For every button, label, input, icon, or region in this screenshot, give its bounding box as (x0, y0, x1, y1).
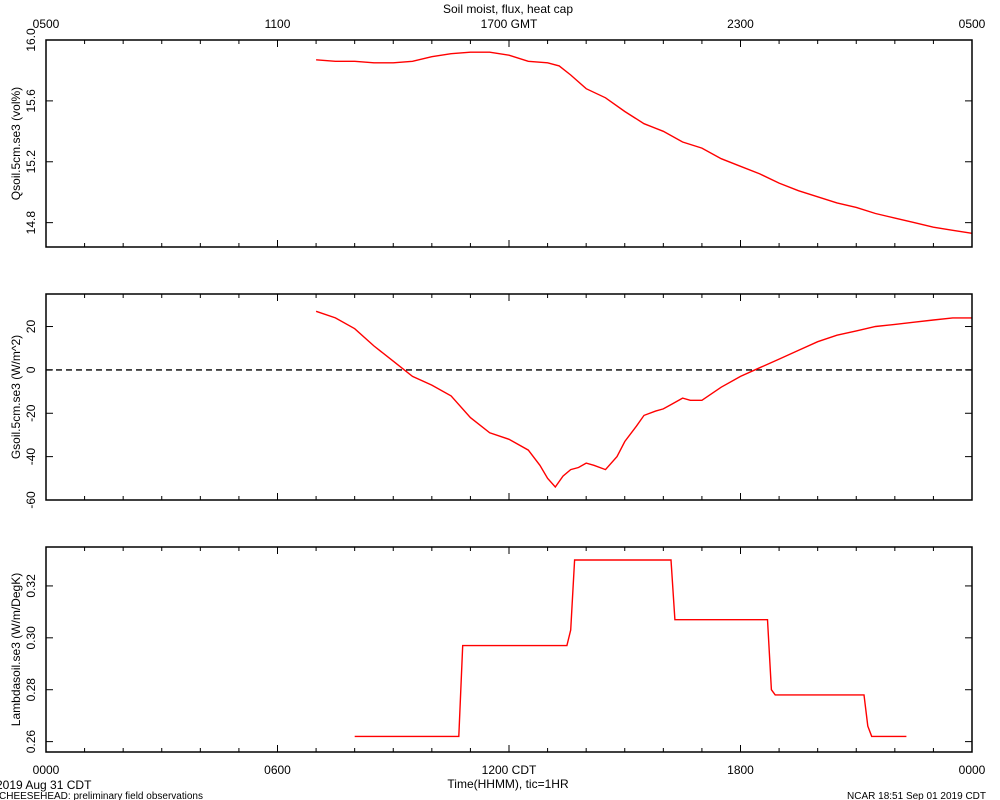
y-axis-label: Qsoil.5cm.se3 (vol%) (9, 87, 23, 200)
y-tick-label: 15.2 (24, 150, 38, 174)
footer-left: CHEESEHEAD: preliminary field observatio… (0, 791, 203, 800)
top-axis-tick-labels: 0500 1100 1700 GMT 2300 0500 (33, 17, 986, 31)
y-tick-label: -60 (24, 491, 38, 509)
y-tick-label: 0.26 (24, 730, 38, 754)
plot-frame (45, 39, 973, 248)
top-tick-label: 0500 (959, 17, 986, 31)
y-tick-label: 16.0 (24, 28, 38, 52)
panel-moisture: 14.8 15.2 15.6 16.0 Qsoil.5cm.se3 (vol%) (9, 28, 973, 248)
y-tick-label: -20 (24, 404, 38, 422)
series-line (316, 51, 973, 234)
series-line (315, 310, 972, 489)
date-label: 2019 Aug 31 CDT (0, 778, 92, 792)
y-tick-label: 0.28 (24, 678, 38, 702)
y-tick-label: 0 (24, 366, 38, 373)
y-tick-label: 0.30 (24, 626, 38, 650)
bottom-tick-label: 1200 CDT (482, 763, 537, 777)
bottom-tick-label: 0000 (33, 763, 60, 777)
y-tick-label: -40 (24, 448, 38, 466)
bottom-axis-tick-labels: 0000 0600 1200 CDT 1800 0000 (33, 763, 986, 777)
y-tick-label: 20 (24, 320, 38, 334)
plot-frame (45, 293, 973, 501)
y-tick-label: 0.32 (24, 574, 38, 598)
bottom-tick-label: 0600 (264, 763, 291, 777)
top-tick-label: 1700 GMT (481, 17, 538, 31)
y-tick-label: 15.6 (24, 89, 38, 113)
y-axis-label: Gsoil.5cm.se3 (W/m^2) (9, 335, 23, 459)
plot-frame (45, 546, 973, 753)
y-axis-label: Lambdasoil.se3 (W/m/DegK) (9, 573, 23, 726)
top-tick-label: 2300 (727, 17, 754, 31)
top-tick-label: 1100 (265, 17, 291, 31)
series-line (354, 559, 907, 738)
top-tick-label: 0500 (33, 17, 60, 31)
bottom-tick-label: 1800 (727, 763, 754, 777)
y-tick-label: 14.8 (24, 211, 38, 235)
footer-right: NCAR 18:51 Sep 01 2019 CDT (847, 791, 986, 800)
bottom-tick-label: 0000 (959, 763, 986, 777)
chart-title: Soil moist, flux, heat cap (443, 2, 573, 16)
x-axis-label: Time(HHMM), tic=1HR (447, 777, 569, 791)
